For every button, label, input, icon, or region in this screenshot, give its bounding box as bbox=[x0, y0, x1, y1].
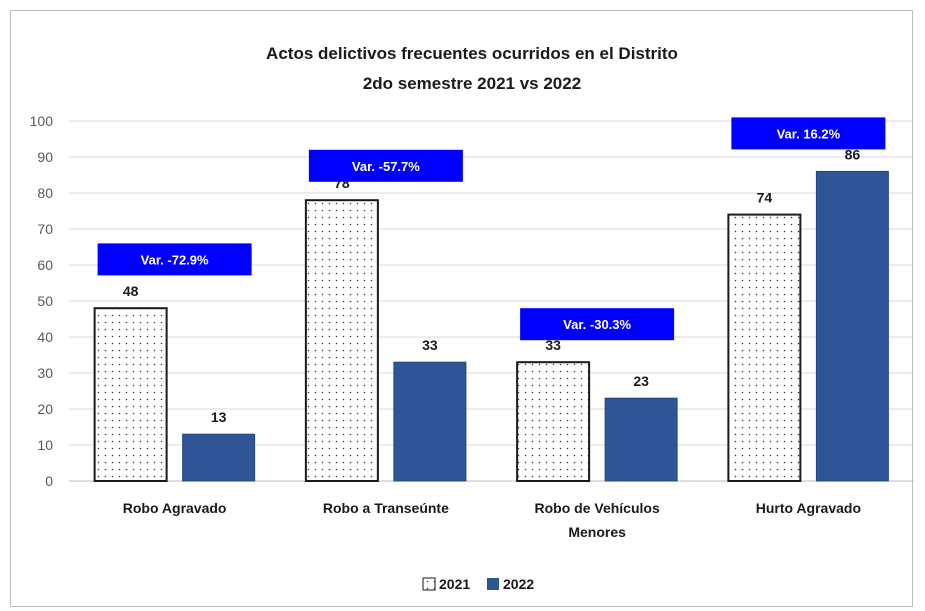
y-tick-label: 60 bbox=[37, 257, 53, 273]
variation-annotations: Var. -72.9% Var. -57.7% Var. -30.3% Var. 16… bbox=[97, 117, 886, 341]
bar-2022 bbox=[393, 361, 467, 482]
data-label-2022: 86 bbox=[845, 146, 861, 162]
bar-2022 bbox=[182, 433, 256, 482]
category-label: Robo de Vehículos bbox=[535, 500, 660, 516]
bar-2021 bbox=[93, 307, 168, 483]
variation-box bbox=[731, 117, 886, 150]
bar-2021 bbox=[304, 199, 379, 482]
variation-box bbox=[308, 149, 463, 182]
bar-2022 bbox=[815, 170, 889, 482]
y-tick-label: 20 bbox=[37, 401, 53, 417]
category-label: Hurto Agravado bbox=[756, 500, 861, 516]
data-label-2022: 33 bbox=[422, 337, 438, 353]
legend-swatch-2022 bbox=[487, 578, 499, 590]
variation-label: Var. -57.7% bbox=[352, 159, 420, 174]
y-tick-label: 40 bbox=[37, 329, 53, 345]
variation-label: Var. 16.2% bbox=[777, 126, 841, 141]
bars bbox=[93, 170, 889, 483]
data-label-2022: 23 bbox=[633, 373, 649, 389]
variation-label: Var. -30.3% bbox=[563, 317, 631, 332]
y-tick-label: 0 bbox=[45, 473, 53, 489]
data-label-2021: 74 bbox=[757, 190, 773, 206]
legend-swatch-2021 bbox=[422, 577, 436, 591]
chart-title: Actos delictivos frecuentes ocurridos en… bbox=[266, 44, 678, 63]
data-label-2021: 33 bbox=[545, 337, 561, 353]
y-tick-label: 50 bbox=[37, 293, 53, 309]
legend-label-2022: 2022 bbox=[503, 576, 534, 592]
chart-subtitle: 2do semestre 2021 vs 2022 bbox=[363, 74, 581, 93]
category-label: Robo Agravado bbox=[123, 500, 227, 516]
bar-2021 bbox=[727, 213, 802, 482]
y-tick-label: 80 bbox=[37, 185, 53, 201]
bar-2022 bbox=[604, 397, 678, 482]
y-axis: 0 10 20 30 40 50 60 70 80 90 100 bbox=[30, 113, 54, 489]
bar-chart: Actos delictivos frecuentes ocurridos en… bbox=[30, 44, 914, 592]
chart-frame: Actos delictivos frecuentes ocurridos en… bbox=[10, 10, 914, 607]
bar-2021 bbox=[516, 361, 591, 483]
y-tick-label: 30 bbox=[37, 365, 53, 381]
data-label-2022: 13 bbox=[211, 409, 227, 425]
y-tick-label: 100 bbox=[30, 113, 54, 129]
data-label-2021: 48 bbox=[123, 283, 139, 299]
y-tick-label: 10 bbox=[37, 437, 53, 453]
legend-label-2021: 2021 bbox=[439, 576, 470, 592]
legend: 2021 2022 bbox=[422, 576, 534, 592]
category-label: Robo a Transeúnte bbox=[323, 500, 449, 516]
category-label: Menores bbox=[568, 524, 626, 540]
y-tick-label: 70 bbox=[37, 221, 53, 237]
variation-label: Var. -72.9% bbox=[141, 252, 209, 267]
variation-box bbox=[97, 243, 252, 276]
x-axis: Robo Agravado Robo a Transeúnte Robo de Ve… bbox=[123, 500, 861, 540]
variation-box bbox=[520, 308, 675, 341]
y-tick-label: 90 bbox=[37, 149, 53, 165]
